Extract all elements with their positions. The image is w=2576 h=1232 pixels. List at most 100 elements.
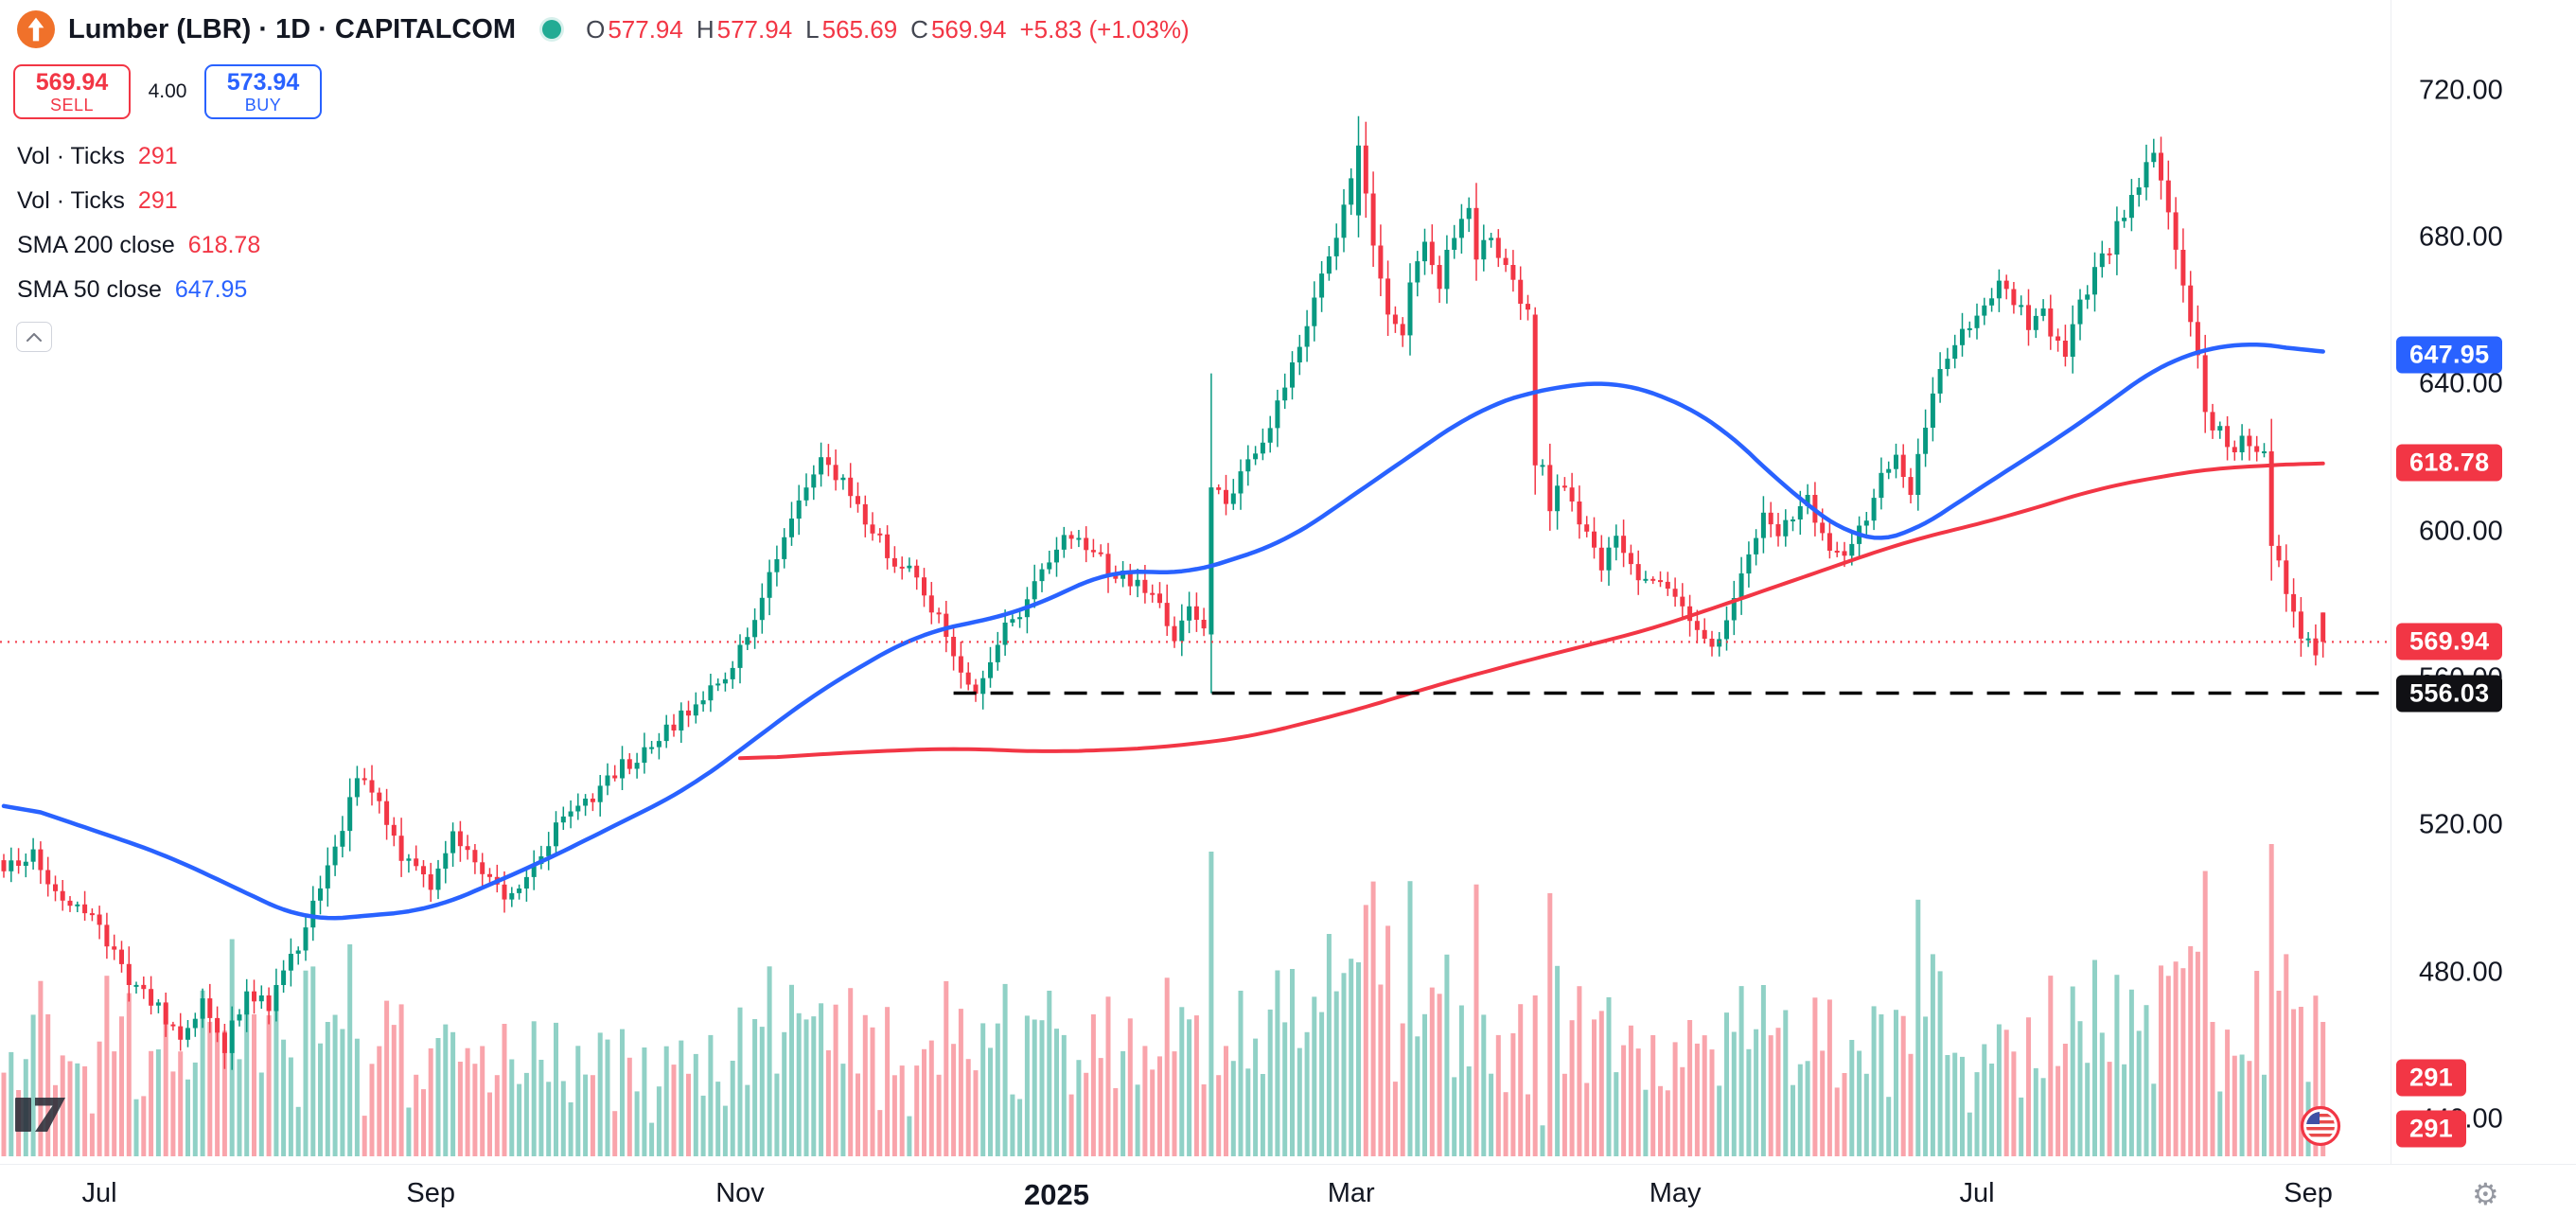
candle-body <box>487 873 492 877</box>
volume-bar <box>517 1083 522 1156</box>
candle-body <box>1805 495 1810 506</box>
volume-bar <box>1731 1031 1737 1156</box>
volume-bar <box>1127 1018 1133 1156</box>
volume-bar <box>568 1102 573 1156</box>
axis-settings-icon[interactable]: ⚙ <box>2472 1177 2499 1211</box>
volume-bar <box>523 1072 529 1156</box>
volume-bar <box>2173 961 2179 1156</box>
time-label: Sep <box>2284 1178 2333 1208</box>
candle-body <box>1937 369 1943 394</box>
volume-bar <box>1503 1092 1509 1156</box>
volume-bar <box>1982 1044 1987 1156</box>
volume-bar <box>2210 1022 2215 1156</box>
candle-body <box>1267 428 1273 443</box>
volume-bar <box>192 1062 198 1156</box>
volume-bar <box>700 1095 706 1156</box>
candle-body <box>560 816 566 823</box>
volume-bar <box>2099 1032 2105 1156</box>
volume-bar <box>1746 1048 1752 1156</box>
candle-body <box>288 954 293 971</box>
candle-body <box>907 565 912 569</box>
candle-body <box>1201 620 1207 629</box>
volume-bar <box>922 1048 926 1156</box>
volume-bar <box>1960 1056 1965 1156</box>
price-axis[interactable]: 720.00680.00640.00600.00560.00520.00480.… <box>2391 0 2576 1164</box>
sell-button[interactable]: 569.94 SELL <box>13 64 131 119</box>
volume-bar <box>2254 971 2260 1156</box>
candle-body <box>958 656 963 673</box>
time-axis[interactable]: Jul Sep Nov 2025 Mar May Jul Sep ⚙ <box>0 1164 2576 1232</box>
collapse-panel-button[interactable] <box>16 322 52 352</box>
volume-bar <box>1039 1020 1045 1156</box>
volume-bar <box>2180 968 2186 1156</box>
volume-bar <box>1304 1031 1310 1156</box>
buy-button[interactable]: 573.94 BUY <box>204 64 322 119</box>
candle-body <box>517 889 522 893</box>
candle-body <box>1820 522 1826 534</box>
tradingview-logo[interactable] <box>13 1090 68 1142</box>
volume-bar <box>1952 1052 1958 1156</box>
volume-bar <box>163 1004 168 1156</box>
volume-bar <box>885 1007 891 1156</box>
volume-bar <box>737 1007 743 1156</box>
candle-body <box>1437 265 1442 290</box>
candle-body <box>722 678 728 684</box>
candle-body <box>2062 341 2068 357</box>
candle-body <box>848 477 854 497</box>
symbol-title[interactable]: Lumber (LBR) · 1D · CAPITALCOM <box>68 13 517 44</box>
volume-bar <box>1275 970 1280 1156</box>
ohlc-high-label: H <box>696 14 715 44</box>
candle-body <box>891 557 897 567</box>
candle-body <box>1797 506 1803 519</box>
candle-body <box>149 989 154 1006</box>
candle-body <box>133 984 139 987</box>
candle-body <box>877 533 883 536</box>
candle-body <box>1495 238 1501 258</box>
candle-body <box>53 884 58 891</box>
time-label: May <box>1649 1178 1702 1208</box>
candle-body <box>1017 617 1023 620</box>
volume-bar <box>1694 1043 1700 1156</box>
candle-body <box>119 949 124 964</box>
candle-body <box>1879 472 1884 499</box>
volume-bar <box>1312 996 1317 1156</box>
candle-body <box>2165 180 2171 213</box>
candle-body <box>2114 220 2120 255</box>
volume-bar <box>1886 1097 1892 1156</box>
candle-body <box>325 865 330 889</box>
candle-body <box>523 876 529 889</box>
candle-body <box>428 874 433 890</box>
candle-body <box>332 846 338 866</box>
candle-body <box>546 846 552 856</box>
price-tag: 556.03 <box>2396 675 2503 712</box>
volume-bar <box>1172 1051 1177 1156</box>
volume-bar <box>1665 1090 1670 1156</box>
volume-bar <box>2159 965 2163 1156</box>
candle-body <box>973 684 979 695</box>
candle-body <box>605 775 610 786</box>
candle-body <box>1945 359 1950 369</box>
candle-body <box>273 985 279 1012</box>
candle-body <box>38 849 44 871</box>
sell-label: SELL <box>49 95 95 114</box>
volume-bar <box>480 1046 485 1156</box>
candle-body <box>1076 537 1082 540</box>
candle-body <box>899 566 905 569</box>
volume-bar <box>1193 1015 1199 1156</box>
volume-bar <box>2026 1017 2031 1156</box>
volume-bar <box>1923 1016 1929 1156</box>
candle-body <box>1127 571 1133 587</box>
volume-bar <box>1857 1050 1862 1156</box>
candle-body <box>170 1024 176 1027</box>
volume-bar <box>45 1013 51 1156</box>
volume-bar <box>1437 994 1442 1156</box>
volume-bar <box>1230 1061 1236 1156</box>
volume-bar <box>450 1031 456 1156</box>
candle-body <box>1503 257 1509 265</box>
candle-body <box>23 861 28 866</box>
candle-body <box>1547 465 1553 512</box>
volume-bar <box>605 1039 610 1156</box>
candle-body <box>2056 336 2061 341</box>
volume-bar <box>443 1024 449 1156</box>
